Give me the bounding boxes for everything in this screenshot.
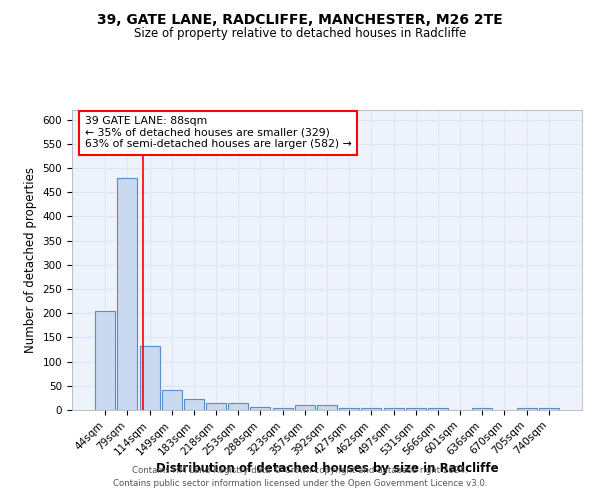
Text: 39 GATE LANE: 88sqm
← 35% of detached houses are smaller (329)
63% of semi-detac: 39 GATE LANE: 88sqm ← 35% of detached ho… <box>85 116 352 149</box>
Bar <box>472 408 492 410</box>
Bar <box>361 408 382 410</box>
Bar <box>295 405 315 410</box>
Text: Size of property relative to detached houses in Radcliffe: Size of property relative to detached ho… <box>134 28 466 40</box>
Bar <box>517 408 536 410</box>
Bar <box>228 403 248 410</box>
Bar <box>317 404 337 410</box>
Bar <box>95 312 115 410</box>
Bar <box>339 408 359 410</box>
Text: 39, GATE LANE, RADCLIFFE, MANCHESTER, M26 2TE: 39, GATE LANE, RADCLIFFE, MANCHESTER, M2… <box>97 12 503 26</box>
Bar <box>539 408 559 410</box>
Bar <box>406 408 426 410</box>
Text: Contains HM Land Registry data © Crown copyright and database right 2024.
Contai: Contains HM Land Registry data © Crown c… <box>113 466 487 487</box>
Bar <box>162 390 182 410</box>
Bar <box>206 403 226 410</box>
Y-axis label: Number of detached properties: Number of detached properties <box>24 167 37 353</box>
Bar <box>140 346 160 410</box>
Bar <box>250 407 271 410</box>
Bar <box>428 408 448 410</box>
Bar <box>272 408 293 410</box>
Bar <box>118 178 137 410</box>
Bar <box>184 399 204 410</box>
Bar <box>383 408 404 410</box>
X-axis label: Distribution of detached houses by size in Radcliffe: Distribution of detached houses by size … <box>155 462 499 475</box>
